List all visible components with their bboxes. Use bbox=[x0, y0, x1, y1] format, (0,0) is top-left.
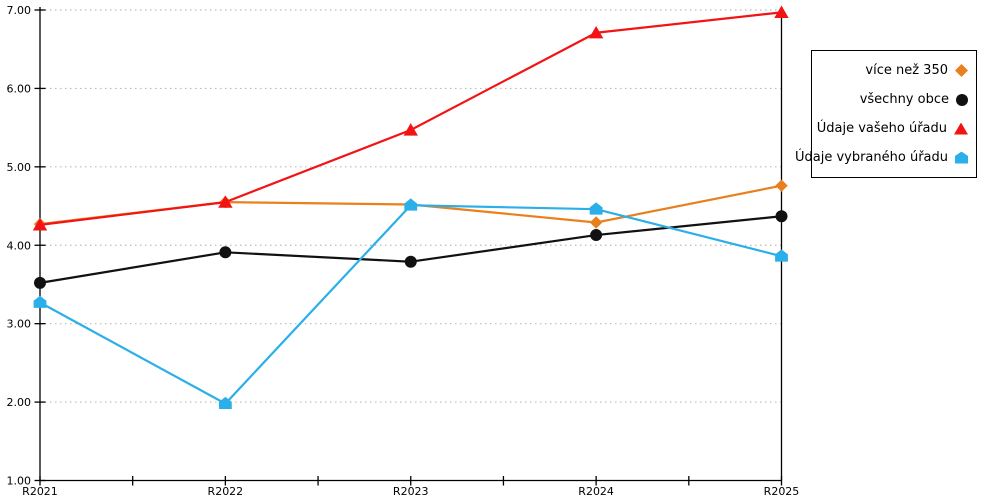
series-pentagon bbox=[33, 198, 788, 410]
data-point bbox=[218, 396, 232, 410]
y-tick-label: 2.00 bbox=[7, 396, 32, 409]
legend: více než 350 všechny obce Údaje vašeho ú… bbox=[795, 50, 977, 178]
legend-item: Údaje vašeho úřadu bbox=[816, 114, 968, 143]
data-point bbox=[588, 25, 604, 39]
diamond-icon bbox=[955, 64, 968, 77]
series-circle bbox=[34, 210, 788, 289]
data-point bbox=[34, 276, 46, 289]
legend-label: Údaje vašeho úřadu bbox=[816, 121, 947, 136]
data-point bbox=[775, 210, 788, 223]
x-tick-label: R2021 bbox=[22, 485, 58, 498]
data-point bbox=[404, 198, 418, 211]
data-point bbox=[589, 216, 603, 229]
legend-item: všechny obce bbox=[820, 85, 968, 114]
legend-label: více než 350 bbox=[865, 63, 948, 78]
y-tick-label: 5.00 bbox=[7, 161, 32, 174]
legend-item: více než 350 bbox=[820, 56, 968, 85]
data-point bbox=[403, 123, 418, 136]
y-tick-label: 1.00 bbox=[7, 475, 32, 488]
data-point bbox=[32, 218, 48, 231]
x-tick-label: R2024 bbox=[578, 485, 614, 498]
circle-icon bbox=[956, 93, 968, 106]
data-point bbox=[774, 5, 789, 18]
axes bbox=[39, 7, 783, 482]
data-point bbox=[775, 249, 788, 262]
data-point bbox=[219, 246, 232, 259]
data-point bbox=[590, 229, 603, 242]
gridlines bbox=[40, 9, 782, 403]
y-tick-label: 3.00 bbox=[7, 318, 32, 331]
data-point bbox=[404, 255, 417, 268]
data-point bbox=[775, 179, 788, 192]
y-axis-labels: 1.00 2.00 3.00 4.00 5.00 6.00 7.00 bbox=[7, 4, 46, 488]
legend-item: Údaje vybraného úřadu bbox=[795, 143, 968, 172]
x-axis-labels: R2021 R2022 R2023 R2024 R2025 bbox=[22, 476, 799, 498]
series-triangle bbox=[32, 5, 789, 231]
data-point bbox=[218, 195, 233, 208]
triangle-icon bbox=[954, 122, 968, 135]
x-tick-label: R2022 bbox=[208, 485, 244, 498]
x-tick-label: R2025 bbox=[764, 485, 800, 498]
data-point bbox=[589, 202, 603, 215]
x-tick-label: R2023 bbox=[393, 485, 429, 498]
legend-label: Údaje vybraného úřadu bbox=[794, 150, 948, 165]
y-tick-label: 7.00 bbox=[7, 4, 32, 17]
y-tick-label: 4.00 bbox=[7, 239, 32, 252]
legend-label: všechny obce bbox=[859, 92, 949, 107]
data-point bbox=[33, 295, 47, 308]
y-tick-label: 6.00 bbox=[7, 82, 32, 95]
pentagon-icon bbox=[955, 151, 968, 164]
